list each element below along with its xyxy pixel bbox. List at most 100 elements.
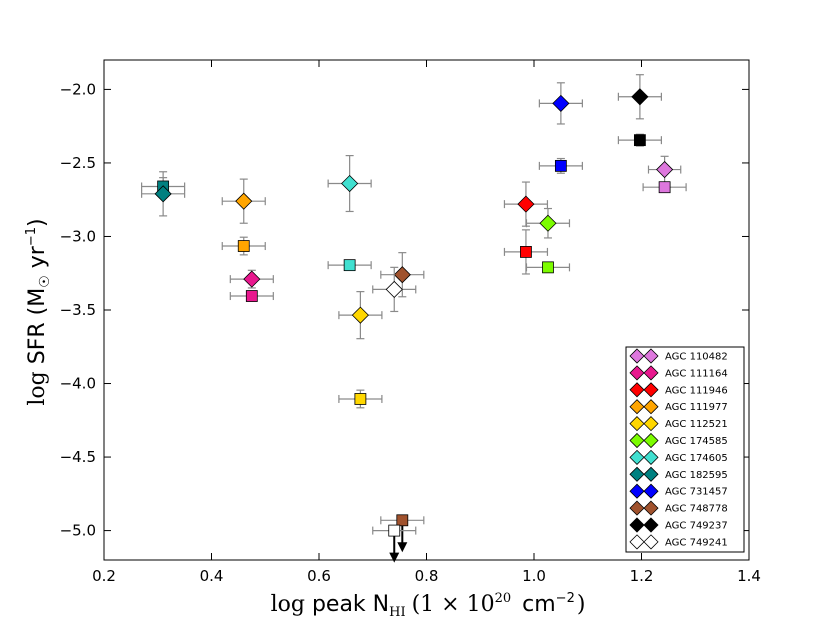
y-axis-title-close: ) — [25, 218, 50, 227]
legend-label: AGC 749241 — [665, 537, 728, 548]
legend-label: AGC 174585 — [665, 436, 728, 447]
data-point-square — [354, 393, 367, 405]
data-point-diamond — [539, 214, 557, 232]
data-point-square — [245, 290, 258, 302]
series-group — [229, 269, 274, 302]
legend-label: AGC 182595 — [665, 470, 728, 481]
series-group — [538, 82, 583, 174]
data-point-diamond — [517, 195, 535, 213]
legend-label: AGC 174605 — [665, 453, 728, 464]
data-point-diamond — [341, 174, 359, 193]
legend-label: AGC 112521 — [665, 419, 728, 430]
x-tick-label: 0.6 — [307, 567, 331, 585]
x-axis-title-unit: cm — [515, 592, 556, 617]
legend-label: AGC 110482 — [665, 352, 728, 363]
legend-entry: AGC 174585 — [629, 432, 728, 449]
legend-entry: AGC 174605 — [629, 449, 728, 465]
data-point-square — [542, 261, 554, 274]
data-point-diamond — [393, 266, 411, 284]
data-point-diamond — [385, 280, 403, 298]
data-point-square — [343, 259, 356, 272]
x-axis-title-pre: log — [271, 592, 305, 617]
data-point-square — [658, 181, 671, 194]
legend-entry: AGC 111977 — [629, 399, 728, 415]
data-point-diamond — [631, 88, 649, 106]
y-axis-title-main: SFR (M — [25, 288, 50, 364]
y-axis-title-sun: ☉ — [37, 275, 53, 288]
series-group — [327, 154, 372, 272]
legend-entry: AGC 748778 — [629, 500, 728, 516]
legend-marker-diamond — [629, 517, 645, 533]
upper-limit-arrowhead — [397, 542, 408, 553]
legend-marker-diamond — [629, 500, 645, 516]
y-axis-title-pre: log — [25, 371, 50, 405]
series-group — [617, 74, 662, 147]
x-tick-label: 1.2 — [630, 567, 654, 585]
legend-entry: AGC 111946 — [629, 382, 728, 398]
data-point-diamond — [552, 94, 570, 112]
legend-entry: AGC 110482 — [629, 348, 728, 364]
data-point-diamond — [154, 185, 172, 203]
data-point-square — [237, 240, 250, 252]
x-tick-label: 0.2 — [92, 567, 116, 585]
legend-marker-diamond — [643, 399, 659, 415]
legend-label: AGC 111164 — [665, 368, 728, 379]
legend-marker-diamond — [629, 382, 645, 398]
y-tick-label: −4.0 — [60, 375, 96, 393]
legend-label: AGC 749237 — [665, 521, 728, 532]
x-axis-title-paren: (1 × 10 — [412, 592, 495, 617]
legend-marker-diamond — [643, 483, 659, 499]
legend-marker-diamond — [629, 365, 645, 381]
legend-marker-diamond — [643, 365, 659, 381]
data-point-diamond — [656, 160, 674, 179]
legend-marker-diamond — [629, 432, 645, 449]
y-tick-label: −3.0 — [60, 227, 96, 245]
y-axis-title-unit-sup: −1 — [24, 227, 39, 246]
data-point-square — [633, 134, 646, 147]
legend-entry: AGC 749237 — [629, 517, 728, 533]
legend: AGC 110482 AGC 111164 AGC 111946 AGC 111977… — [625, 346, 745, 553]
data-point-square — [554, 159, 567, 172]
legend-marker-diamond — [643, 432, 659, 449]
legend-marker-diamond — [643, 534, 659, 550]
x-tick-label: 1.4 — [737, 567, 761, 585]
x-tick-label: 0.8 — [415, 567, 439, 585]
legend-label: AGC 748778 — [665, 504, 728, 515]
data-point-diamond — [243, 270, 261, 288]
x-axis-title-sub: HI — [389, 605, 405, 620]
legend-entry: AGC 731457 — [629, 483, 728, 499]
x-axis-title-unit-sup: −2 — [556, 591, 575, 606]
plot-frame — [103, 59, 750, 561]
legend-entry: AGC 112521 — [629, 416, 728, 432]
legend-marker-diamond — [629, 399, 645, 415]
legend-entry: AGC 182595 — [629, 466, 728, 482]
legend-marker-diamond — [629, 348, 645, 364]
legend-marker-diamond — [643, 382, 659, 398]
legend-entry: AGC 111164 — [629, 365, 728, 381]
x-axis-title-main: peak N — [312, 592, 389, 617]
series-group — [525, 207, 571, 274]
legend-marker-diamond — [629, 466, 645, 482]
data-point-square — [388, 524, 401, 537]
series-group — [503, 181, 549, 275]
legend-marker-diamond — [643, 449, 659, 465]
legend-marker-diamond — [643, 517, 659, 533]
series-group — [141, 171, 186, 217]
legend-marker-diamond — [629, 483, 645, 499]
legend-box — [625, 346, 745, 553]
legend-marker-diamond — [643, 500, 659, 516]
y-axis-title-unit: yr — [25, 245, 50, 275]
data-point-diamond — [235, 192, 253, 210]
series-group — [221, 178, 266, 256]
x-axis-title-sup: 20 — [495, 591, 512, 606]
data-marks — [141, 74, 687, 563]
y-tick-label: −5.0 — [60, 522, 96, 540]
data-point-square — [520, 246, 532, 258]
x-axis-title-close: ) — [577, 592, 586, 617]
y-axis-title: log SFR (M☉ yr−1) — [24, 218, 53, 405]
legend-label: AGC 111977 — [665, 402, 728, 413]
x-tick-label: 1.0 — [522, 567, 546, 585]
legend-entry: AGC 749241 — [629, 534, 728, 550]
series-group — [372, 266, 417, 563]
